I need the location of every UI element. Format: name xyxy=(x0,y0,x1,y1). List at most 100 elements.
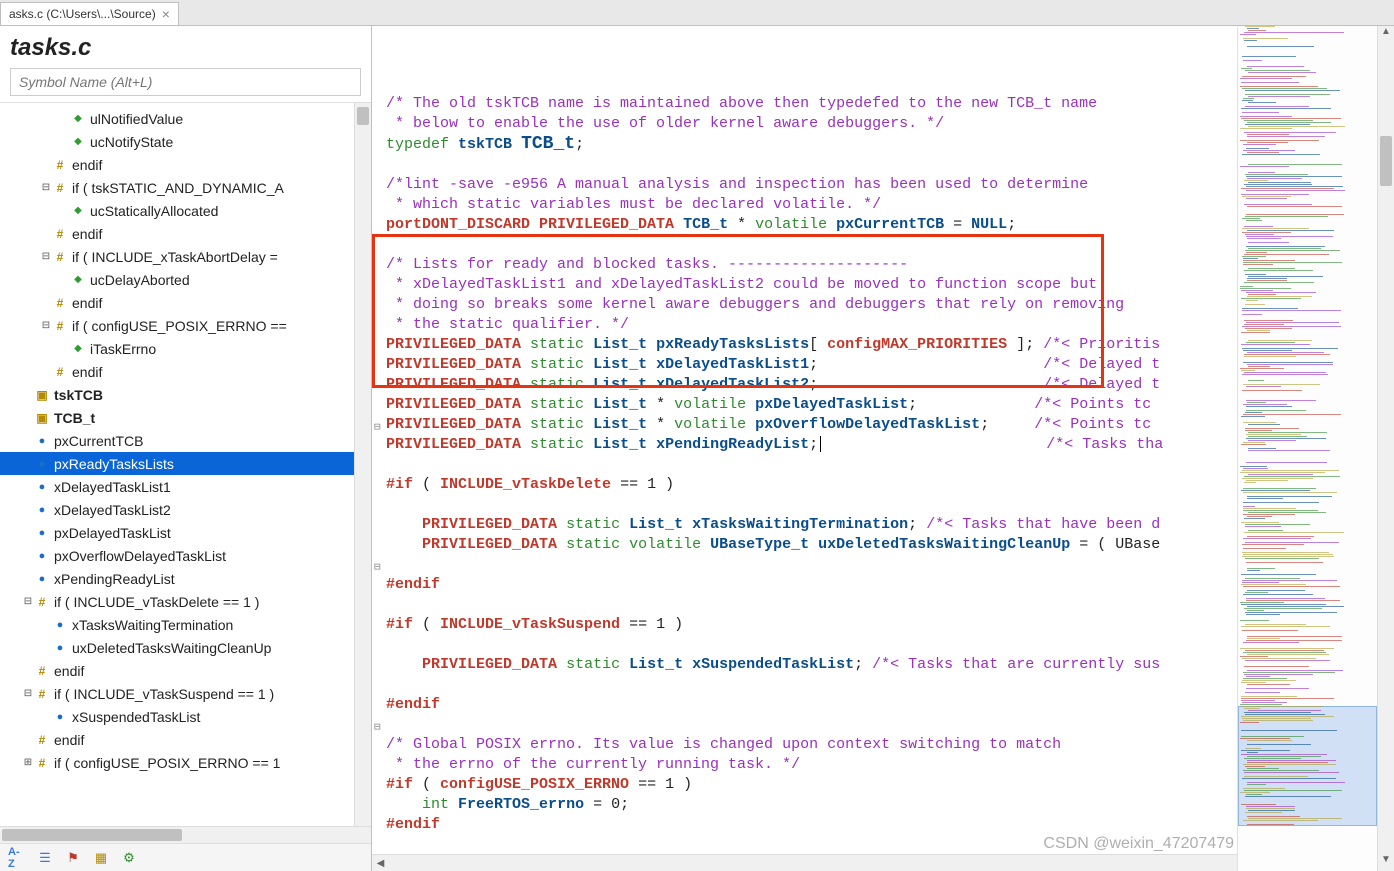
code-line: /* The old tskTCB name is maintained abo… xyxy=(386,94,1237,114)
code-line: * xDelayedTaskList1 and xDelayedTaskList… xyxy=(386,275,1237,295)
code-line: /* Global POSIX errno. Its value is chan… xyxy=(386,735,1237,755)
tree-row[interactable]: ⊟#if ( INCLUDE_vTaskDelete == 1 ) xyxy=(0,590,371,613)
symbol-tree[interactable]: ◆ulNotifiedValue◆ucNotifyState#endif⊟#if… xyxy=(0,103,371,826)
editor-hscrollbar[interactable]: ◀ xyxy=(372,854,1237,871)
tree-row[interactable]: ⊞#if ( configUSE_POSIX_ERRNO == 1 xyxy=(0,751,371,774)
tab-label: asks.c (C:\Users\...\Source) xyxy=(9,7,156,21)
tree-row[interactable]: ◆ulNotifiedValue xyxy=(0,107,371,130)
global-icon: ● xyxy=(34,525,50,541)
code-line: int FreeRTOS_errno = 0; xyxy=(386,795,1237,815)
tree-label: ucNotifyState xyxy=(90,134,173,150)
tree-row[interactable]: ⊟#if ( INCLUDE_xTaskAbortDelay = xyxy=(0,245,371,268)
code-line: typedef tskTCB TCB_t; xyxy=(386,134,1237,155)
hash-icon: # xyxy=(52,318,68,334)
code-line: /* Lists for ready and blocked tasks. --… xyxy=(386,255,1237,275)
tree-row[interactable]: #endif xyxy=(0,360,371,383)
hash-icon: # xyxy=(34,732,50,748)
tree-row[interactable]: ●xSuspendedTaskList xyxy=(0,705,371,728)
code-line xyxy=(386,635,1237,655)
book-icon[interactable]: ▦ xyxy=(92,849,110,867)
tree-row[interactable]: ◆ucNotifyState xyxy=(0,130,371,153)
fold-icon[interactable]: ⊟ xyxy=(374,558,381,578)
code-line: PRIVILEGED_DATA static List_t xDelayedTa… xyxy=(386,355,1237,375)
tree-row[interactable]: ⊟#if ( configUSE_POSIX_ERRNO == xyxy=(0,314,371,337)
tree-row[interactable]: ●xTasksWaitingTermination xyxy=(0,613,371,636)
tree-hscrollbar[interactable] xyxy=(0,826,371,843)
tree-label: iTaskErrno xyxy=(90,341,156,357)
code-line: /*lint -save -e956 A manual analysis and… xyxy=(386,175,1237,195)
code-line: * doing so breaks some kernel aware debu… xyxy=(386,295,1237,315)
code-line: * which static variables must be declare… xyxy=(386,195,1237,215)
tree-row[interactable]: ●pxReadyTasksLists xyxy=(0,452,371,475)
tree-row[interactable]: ◆ucStaticallyAllocated xyxy=(0,199,371,222)
scroll-up-icon[interactable]: ▲ xyxy=(1378,26,1394,43)
scroll-left-icon[interactable]: ◀ xyxy=(372,858,389,869)
list-icon[interactable]: ☰ xyxy=(36,849,54,867)
hash-icon: # xyxy=(34,686,50,702)
diamond-icon: ◆ xyxy=(70,203,86,219)
code-line: PRIVILEGED_DATA static List_t xTasksWait… xyxy=(386,515,1237,535)
fold-icon[interactable]: ⊟ xyxy=(374,718,381,738)
code-line: * the errno of the currently running tas… xyxy=(386,755,1237,775)
tree-row[interactable]: ▣tskTCB xyxy=(0,383,371,406)
tree-row[interactable]: ●xDelayedTaskList2 xyxy=(0,498,371,521)
tree-row[interactable]: ●xDelayedTaskList1 xyxy=(0,475,371,498)
config-icon[interactable]: ⚑ xyxy=(64,849,82,867)
tree-row[interactable]: ●pxDelayedTaskList xyxy=(0,521,371,544)
fold-icon[interactable]: ⊟ xyxy=(374,418,381,438)
tree-label: if ( tskSTATIC_AND_DYNAMIC_A xyxy=(72,180,284,196)
code-line xyxy=(386,455,1237,475)
hash-icon: # xyxy=(52,180,68,196)
tree-row[interactable]: #endif xyxy=(0,222,371,245)
tree-row[interactable]: ▣TCB_t xyxy=(0,406,371,429)
expand-icon[interactable]: ⊟ xyxy=(22,596,34,607)
tree-label: if ( INCLUDE_vTaskSuspend == 1 ) xyxy=(54,686,274,702)
tree-label: xTasksWaitingTermination xyxy=(72,617,233,633)
tree-scrollbar[interactable] xyxy=(354,103,371,826)
expand-icon[interactable]: ⊟ xyxy=(40,320,52,331)
tree-row[interactable]: ◆ucDelayAborted xyxy=(0,268,371,291)
close-icon[interactable]: × xyxy=(162,7,170,21)
tree-row[interactable]: ●xPendingReadyList xyxy=(0,567,371,590)
hash-icon: # xyxy=(34,594,50,610)
tree-row[interactable]: #endif xyxy=(0,291,371,314)
tree-row[interactable]: #endif xyxy=(0,728,371,751)
tree-label: if ( configUSE_POSIX_ERRNO == xyxy=(72,318,287,334)
tree-row[interactable]: ●uxDeletedTasksWaitingCleanUp xyxy=(0,636,371,659)
tree-label: uxDeletedTasksWaitingCleanUp xyxy=(72,640,271,656)
expand-icon[interactable]: ⊟ xyxy=(40,251,52,262)
tree-label: if ( INCLUDE_xTaskAbortDelay = xyxy=(72,249,278,265)
minimap[interactable] xyxy=(1237,26,1377,871)
code-line: #endif xyxy=(386,695,1237,715)
symbol-search-input[interactable] xyxy=(10,68,361,96)
hash-icon: # xyxy=(52,226,68,242)
file-tab[interactable]: asks.c (C:\Users\...\Source) × xyxy=(0,2,179,25)
tree-row[interactable]: #endif xyxy=(0,153,371,176)
sort-az-icon[interactable]: A-Z xyxy=(8,849,26,867)
expand-icon[interactable]: ⊞ xyxy=(22,757,34,768)
tree-row[interactable]: ●pxOverflowDelayedTaskList xyxy=(0,544,371,567)
code-area[interactable]: /* The old tskTCB name is maintained abo… xyxy=(372,26,1237,871)
tree-row[interactable]: #endif xyxy=(0,659,371,682)
diamond-icon: ◆ xyxy=(70,134,86,150)
code-line: PRIVILEGED_DATA static List_t pxReadyTas… xyxy=(386,335,1237,355)
code-line: #if ( INCLUDE_vTaskDelete == 1 ) xyxy=(386,475,1237,495)
tree-row[interactable]: ⊟#if ( INCLUDE_vTaskSuspend == 1 ) xyxy=(0,682,371,705)
expand-icon[interactable]: ⊟ xyxy=(40,182,52,193)
gear-icon[interactable]: ⚙ xyxy=(120,849,138,867)
tree-label: if ( configUSE_POSIX_ERRNO == 1 xyxy=(54,755,280,771)
tree-row[interactable]: ●pxCurrentTCB xyxy=(0,429,371,452)
tab-bar: asks.c (C:\Users\...\Source) × xyxy=(0,0,1394,26)
scroll-thumb[interactable] xyxy=(1380,136,1392,186)
code-line: PRIVILEGED_DATA static List_t xDelayedTa… xyxy=(386,375,1237,395)
tree-row[interactable]: ⊟#if ( tskSTATIC_AND_DYNAMIC_A xyxy=(0,176,371,199)
tree-row[interactable]: ◆iTaskErrno xyxy=(0,337,371,360)
main-area: tasks.c ◆ulNotifiedValue◆ucNotifyState#e… xyxy=(0,26,1394,871)
code-line: #if ( INCLUDE_vTaskSuspend == 1 ) xyxy=(386,615,1237,635)
editor-vscrollbar[interactable]: ▲ ▼ xyxy=(1377,26,1394,871)
symbol-toolbar: A-Z ☰ ⚑ ▦ ⚙ xyxy=(0,843,371,871)
code-line xyxy=(386,495,1237,515)
expand-icon[interactable]: ⊟ xyxy=(22,688,34,699)
global-icon: ● xyxy=(34,479,50,495)
scroll-down-icon[interactable]: ▼ xyxy=(1378,854,1394,871)
